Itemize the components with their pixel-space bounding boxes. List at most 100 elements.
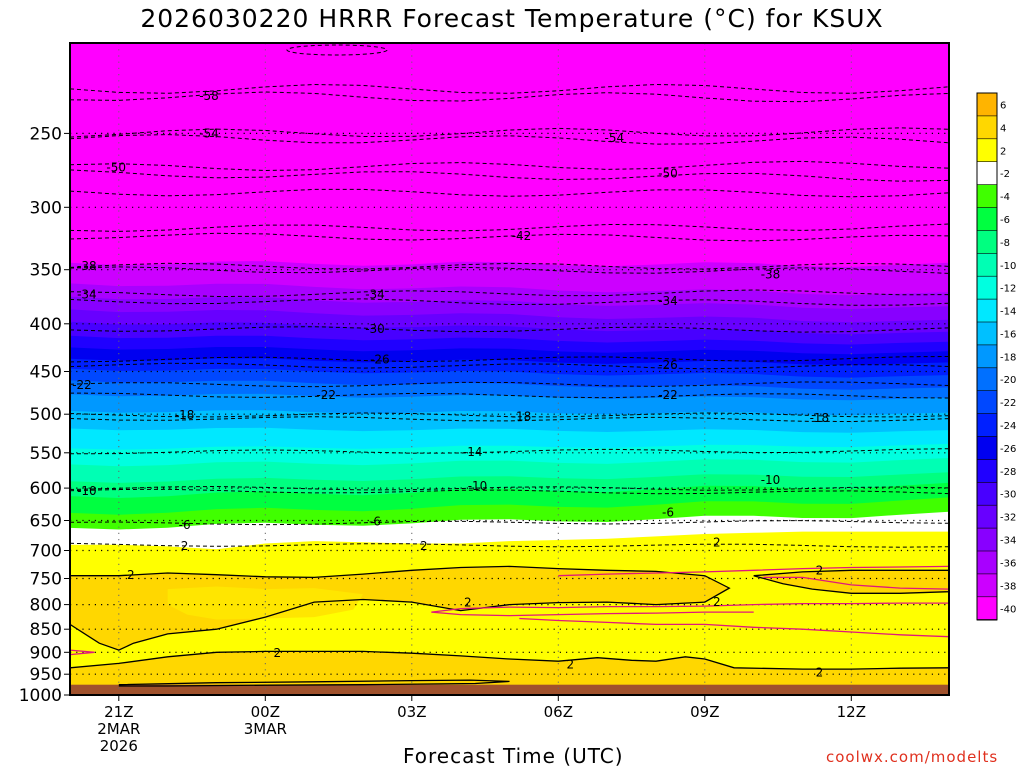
contour-label-31: 2: [816, 563, 824, 577]
colorbar-label-18: -32: [1000, 513, 1016, 524]
contour-label-11: -30: [365, 322, 385, 336]
contour-label-34: 2: [273, 646, 281, 660]
temperature-fill-bands: [70, 43, 949, 695]
colorbar-swatch-11: [976, 344, 998, 369]
colorbar-swatch-5: [976, 207, 998, 232]
colorbar-label-5: -6: [1000, 215, 1010, 226]
colorbar-swatch-7: [976, 253, 998, 278]
colorbar-swatch-15: [976, 436, 998, 461]
contour-label-9: -34: [365, 287, 385, 301]
y-tick-label-900: 900: [30, 643, 62, 663]
colorbar-swatch-13: [976, 390, 998, 415]
x-tick-label-1-0: 21Z: [104, 703, 133, 721]
surface-ground: [70, 684, 949, 695]
colorbar-frame: [976, 92, 998, 621]
warm-layer-low: [70, 651, 949, 695]
colorbar-label-15: -26: [1000, 444, 1016, 455]
colorbar-label-9: -14: [1000, 307, 1016, 318]
colorbar-label-4: -4: [1000, 192, 1010, 203]
pressure-axis: 250 300 350 400 450 500 550 600 650 700 750 800 850 9…: [19, 124, 70, 706]
colorbar-swatch-22: [976, 596, 998, 621]
colorbar-label-7: -10: [1000, 261, 1016, 272]
y-tick-label-800: 800: [30, 596, 62, 616]
contour-labels: -58 -54 -54 -50 -50 -42 -38 -38 -34 -34 -34 -30 -26 -…: [72, 89, 829, 679]
x-tick-label-7-0: 03Z: [397, 703, 426, 721]
contour-label-20: -14: [463, 445, 483, 459]
contour-zero-2: [431, 602, 949, 613]
contour-label-23: -10: [761, 473, 781, 487]
colorbar-swatch-1: [976, 115, 998, 140]
contour-label-26: -6: [662, 505, 674, 519]
contour-solid-2-2: [70, 650, 949, 670]
contour-label-3: -50: [106, 161, 126, 175]
colorbar-label-16: -28: [1000, 467, 1016, 478]
contour-label-12: -26: [370, 353, 390, 367]
colorbar-swatch-16: [976, 459, 998, 484]
y-tick-label-400: 400: [30, 315, 62, 335]
contour-label-5: -42: [512, 229, 532, 243]
colorbar-label-3: -2: [1000, 169, 1010, 180]
contour-label-27: 2: [181, 539, 189, 553]
colorbar-label-12: -20: [1000, 375, 1016, 386]
warm-core: [167, 586, 363, 620]
x-tick-label-1-2: 2026: [100, 737, 138, 755]
colorbar-label-1: 4: [1000, 123, 1006, 134]
credit-link[interactable]: coolwx.com/modelts: [826, 748, 999, 766]
colorbar-swatch-17: [976, 481, 998, 506]
colorbar-label-8: -12: [1000, 284, 1016, 295]
contour-label-16: -22: [658, 388, 678, 402]
colorbar-label-19: -34: [1000, 536, 1016, 547]
colorbar-swatch-14: [976, 413, 998, 438]
contour-label-6: -38: [77, 259, 97, 273]
colorbar-label-22: -40: [1000, 604, 1016, 615]
y-tick-label-750: 750: [30, 570, 62, 590]
contour-solid-2-0: [70, 565, 731, 651]
contour-zero-0: [558, 565, 949, 577]
contour-solid-2-1: [753, 569, 949, 594]
colorbar-label-10: -16: [1000, 329, 1016, 340]
temperature-contours: [70, 44, 949, 687]
contour-label-15: -22: [316, 388, 336, 402]
contour-label-8: -34: [77, 287, 97, 301]
contour-label-29: 2: [713, 535, 721, 549]
colorbar: 6 4 2 -2 -4 -6 -8 -10 -12 -14 -16 -18 -20 -22 -24 -26 -2…: [976, 92, 1016, 621]
y-tick-label-850: 850: [30, 620, 62, 640]
colorbar-label-11: -18: [1000, 352, 1016, 363]
chart-title: 2026030220 HRRR Forecast Temperature (°C…: [140, 4, 884, 33]
contour-zero-5: [70, 649, 95, 656]
colorbar-swatch-4: [976, 184, 998, 209]
colorbar-label-21: -38: [1000, 581, 1016, 592]
colorbar-swatch-18: [976, 504, 998, 529]
contour-label-35: 2: [566, 658, 574, 672]
contour-label-17: -18: [175, 408, 195, 422]
contour-label-28: 2: [420, 539, 428, 553]
colorbar-label-17: -30: [1000, 490, 1016, 501]
colorbar-swatch-0: [976, 92, 998, 117]
colorbar-label-13: -22: [1000, 398, 1016, 409]
x-tick-label-4-1: 3MAR: [244, 720, 287, 738]
contour-label-2: -54: [604, 131, 624, 145]
contour-label-18: -18: [512, 410, 532, 424]
plot-frame: [69, 42, 950, 696]
colorbar-swatch-6: [976, 230, 998, 255]
contour-label-25: -6: [369, 515, 381, 529]
colorbar-swatch-9: [976, 298, 998, 323]
y-tick-label-550: 550: [30, 444, 62, 464]
contour-label-0: -58: [199, 89, 219, 103]
x-tick-label-13-0: 09Z: [690, 703, 719, 721]
contour-label-22: -10: [468, 479, 488, 493]
contour-dashed-top-loop: [286, 44, 388, 56]
contour-label-30: 2: [127, 568, 135, 582]
contour-label-33: 2: [713, 595, 721, 609]
contour-zero-4: [519, 617, 949, 638]
dotted-grid: [70, 43, 949, 695]
contour-label-14: -22: [72, 378, 92, 392]
y-tick-label-650: 650: [30, 512, 62, 532]
warm-layer-upper: [70, 566, 730, 651]
x-tick-label-16-0: 12Z: [837, 703, 866, 721]
colorbar-label-14: -24: [1000, 421, 1016, 432]
colorbar-swatch-3: [976, 161, 998, 186]
contour-label-10: -34: [658, 294, 678, 308]
